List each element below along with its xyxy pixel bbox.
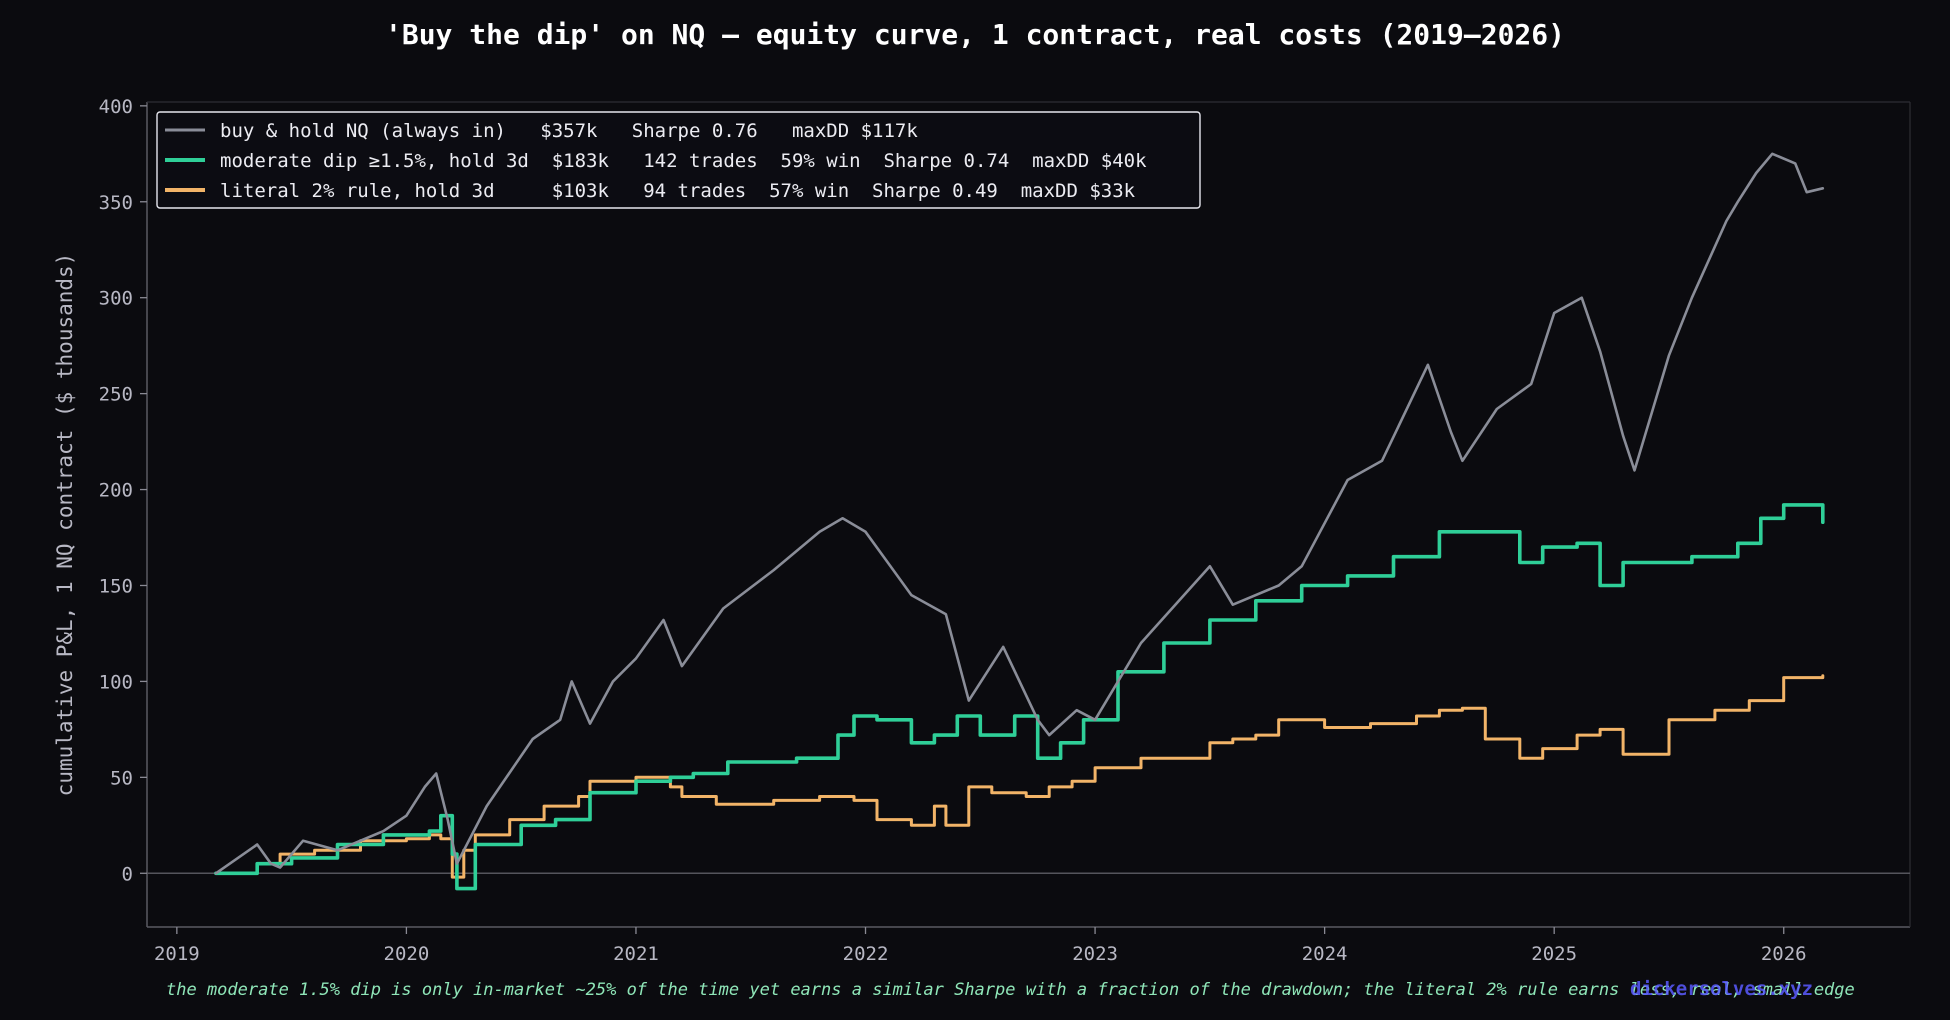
y-axis-label: cumulative P&L, 1 NQ contract ($ thousan… bbox=[53, 253, 77, 797]
series-line-literal-2pct bbox=[214, 674, 1825, 879]
x-tick-label: 2019 bbox=[154, 943, 200, 965]
y-tick-label: 100 bbox=[99, 671, 133, 693]
x-tick-label: 2024 bbox=[1302, 943, 1348, 965]
footnote-annotation: the moderate 1.5% dip is only in-market … bbox=[166, 980, 1855, 1000]
series-line-buy-hold bbox=[214, 152, 1825, 875]
series-layer bbox=[214, 152, 1825, 891]
legend-entry: buy & hold NQ (always in) $357k Sharpe 0… bbox=[220, 120, 918, 142]
x-tick-label: 2022 bbox=[843, 943, 889, 965]
x-axis-ticks: 2019 2020 2021 2022 2023 2024 2025 2026 bbox=[154, 927, 1807, 965]
y-tick-label: 250 bbox=[99, 384, 133, 406]
plot-frame bbox=[146, 101, 1911, 928]
y-tick-label: 50 bbox=[110, 767, 133, 789]
y-tick-label: 0 bbox=[122, 863, 133, 885]
x-tick-label: 2023 bbox=[1072, 943, 1118, 965]
x-tick-label: 2020 bbox=[384, 943, 430, 965]
y-tick-label: 350 bbox=[99, 192, 133, 214]
x-tick-label: 2025 bbox=[1531, 943, 1577, 965]
series-line-moderate-dip bbox=[214, 503, 1825, 891]
legend-entry: moderate dip ≥1.5%, hold 3d $183k 142 tr… bbox=[220, 150, 1147, 172]
chart-title: 'Buy the dip' on NQ — equity curve, 1 co… bbox=[385, 18, 1565, 51]
x-tick-label: 2021 bbox=[613, 943, 659, 965]
y-tick-label: 200 bbox=[99, 480, 133, 502]
watermark: dickersolves.xyz bbox=[1630, 978, 1813, 1000]
y-tick-label: 150 bbox=[99, 575, 133, 597]
legend: buy & hold NQ (always in) $357k Sharpe 0… bbox=[156, 111, 1201, 209]
x-tick-label: 2026 bbox=[1761, 943, 1807, 965]
y-tick-label: 300 bbox=[99, 288, 133, 310]
y-axis-ticks: 0 50 100 150 200 250 300 350 400 bbox=[99, 96, 147, 885]
y-tick-label: 400 bbox=[99, 96, 133, 118]
legend-box bbox=[156, 111, 1201, 209]
legend-entry: literal 2% rule, hold 3d $103k 94 trades… bbox=[220, 180, 1136, 202]
